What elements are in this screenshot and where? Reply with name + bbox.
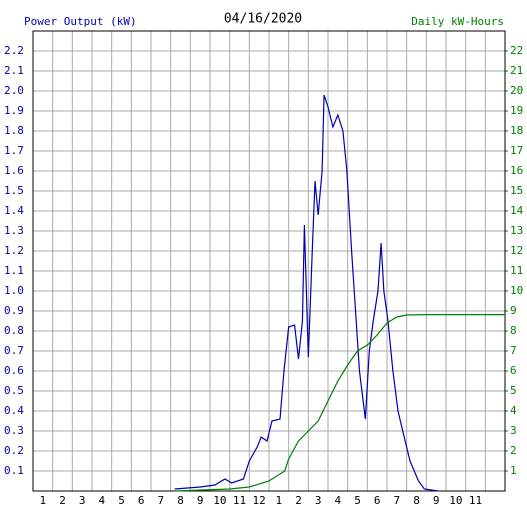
y2-tick-label: 5 xyxy=(510,384,517,397)
y2-tick-label: 17 xyxy=(510,144,523,157)
x-tick-label: 7 xyxy=(394,494,401,507)
y-tick-label: 1.7 xyxy=(4,144,24,157)
y2-axis-label: Daily kW-Hours xyxy=(411,15,504,28)
x-tick-label: 9 xyxy=(197,494,204,507)
x-tick-label: 5 xyxy=(354,494,361,507)
y-tick-label: 0.3 xyxy=(4,424,24,437)
x-tick-label: 11 xyxy=(469,494,482,507)
y-tick-label: 1.2 xyxy=(4,244,24,257)
x-tick-label: 4 xyxy=(99,494,106,507)
y-tick-label: 2.0 xyxy=(4,84,24,97)
y2-tick-label: 2 xyxy=(510,444,517,457)
y-tick-label: 2.1 xyxy=(4,64,24,77)
y-tick-label: 1.3 xyxy=(4,224,24,237)
x-tick-label: 8 xyxy=(177,494,184,507)
y-tick-label: 1.9 xyxy=(4,104,24,117)
y-tick-label: 1.0 xyxy=(4,284,24,297)
y2-tick-label: 14 xyxy=(510,204,524,217)
y2-tick-label: 18 xyxy=(510,124,523,137)
x-tick-label: 10 xyxy=(449,494,462,507)
x-tick-label: 10 xyxy=(213,494,226,507)
y-tick-label: 1.8 xyxy=(4,124,24,137)
y2-tick-label: 3 xyxy=(510,424,517,437)
y-tick-label: 1.4 xyxy=(4,204,24,217)
y2-tick-label: 7 xyxy=(510,344,517,357)
y2-tick-label: 21 xyxy=(510,64,523,77)
y-tick-label: 0.2 xyxy=(4,444,24,457)
y-tick-label: 0.1 xyxy=(4,464,24,477)
x-tick-label: 9 xyxy=(433,494,440,507)
y2-tick-label: 22 xyxy=(510,44,523,57)
y2-tick-label: 20 xyxy=(510,84,523,97)
chart-title: 04/16/2020 xyxy=(224,12,302,27)
x-tick-label: 2 xyxy=(295,494,302,507)
y-tick-label: 2.2 xyxy=(4,44,24,57)
x-tick-label: 3 xyxy=(79,494,86,507)
y-tick-label: 1.1 xyxy=(4,264,24,277)
y2-tick-label: 13 xyxy=(510,224,523,237)
y2-tick-label: 1 xyxy=(510,464,517,477)
x-tick-label: 8 xyxy=(413,494,420,507)
x-tick-label: 7 xyxy=(158,494,165,507)
y-tick-label: 1.6 xyxy=(4,164,24,177)
x-tick-label: 12 xyxy=(253,494,266,507)
x-tick-label: 11 xyxy=(233,494,246,507)
y2-tick-label: 12 xyxy=(510,244,523,257)
x-tick-label: 6 xyxy=(374,494,381,507)
y2-tick-label: 9 xyxy=(510,304,517,317)
y-tick-label: 0.5 xyxy=(4,384,24,397)
x-tick-label: 1 xyxy=(276,494,283,507)
x-tick-label: 2 xyxy=(59,494,66,507)
y2-tick-label: 10 xyxy=(510,284,523,297)
y2-tick-label: 11 xyxy=(510,264,523,277)
x-tick-label: 4 xyxy=(335,494,342,507)
y2-tick-label: 6 xyxy=(510,364,517,377)
y-tick-label: 1.5 xyxy=(4,184,24,197)
series-line xyxy=(174,314,505,492)
y-tick-label: 0.7 xyxy=(4,344,24,357)
x-tick-label: 1 xyxy=(40,494,47,507)
y2-tick-label: 16 xyxy=(510,164,523,177)
y-tick-label: 0.6 xyxy=(4,364,24,377)
y-tick-label: 0.9 xyxy=(4,304,24,317)
y2-tick-label: 15 xyxy=(510,184,523,197)
x-tick-label: 3 xyxy=(315,494,322,507)
x-tick-label: 6 xyxy=(138,494,145,507)
y2-tick-label: 8 xyxy=(510,324,517,337)
y-tick-label: 0.8 xyxy=(4,324,24,337)
y2-tick-label: 4 xyxy=(510,404,517,417)
x-tick-label: 5 xyxy=(118,494,125,507)
y-tick-label: 0.4 xyxy=(4,404,24,417)
y-axis-label: Power Output (kW) xyxy=(24,15,137,28)
series-line xyxy=(174,94,439,492)
y2-tick-label: 19 xyxy=(510,104,523,117)
plot-border xyxy=(32,30,506,492)
